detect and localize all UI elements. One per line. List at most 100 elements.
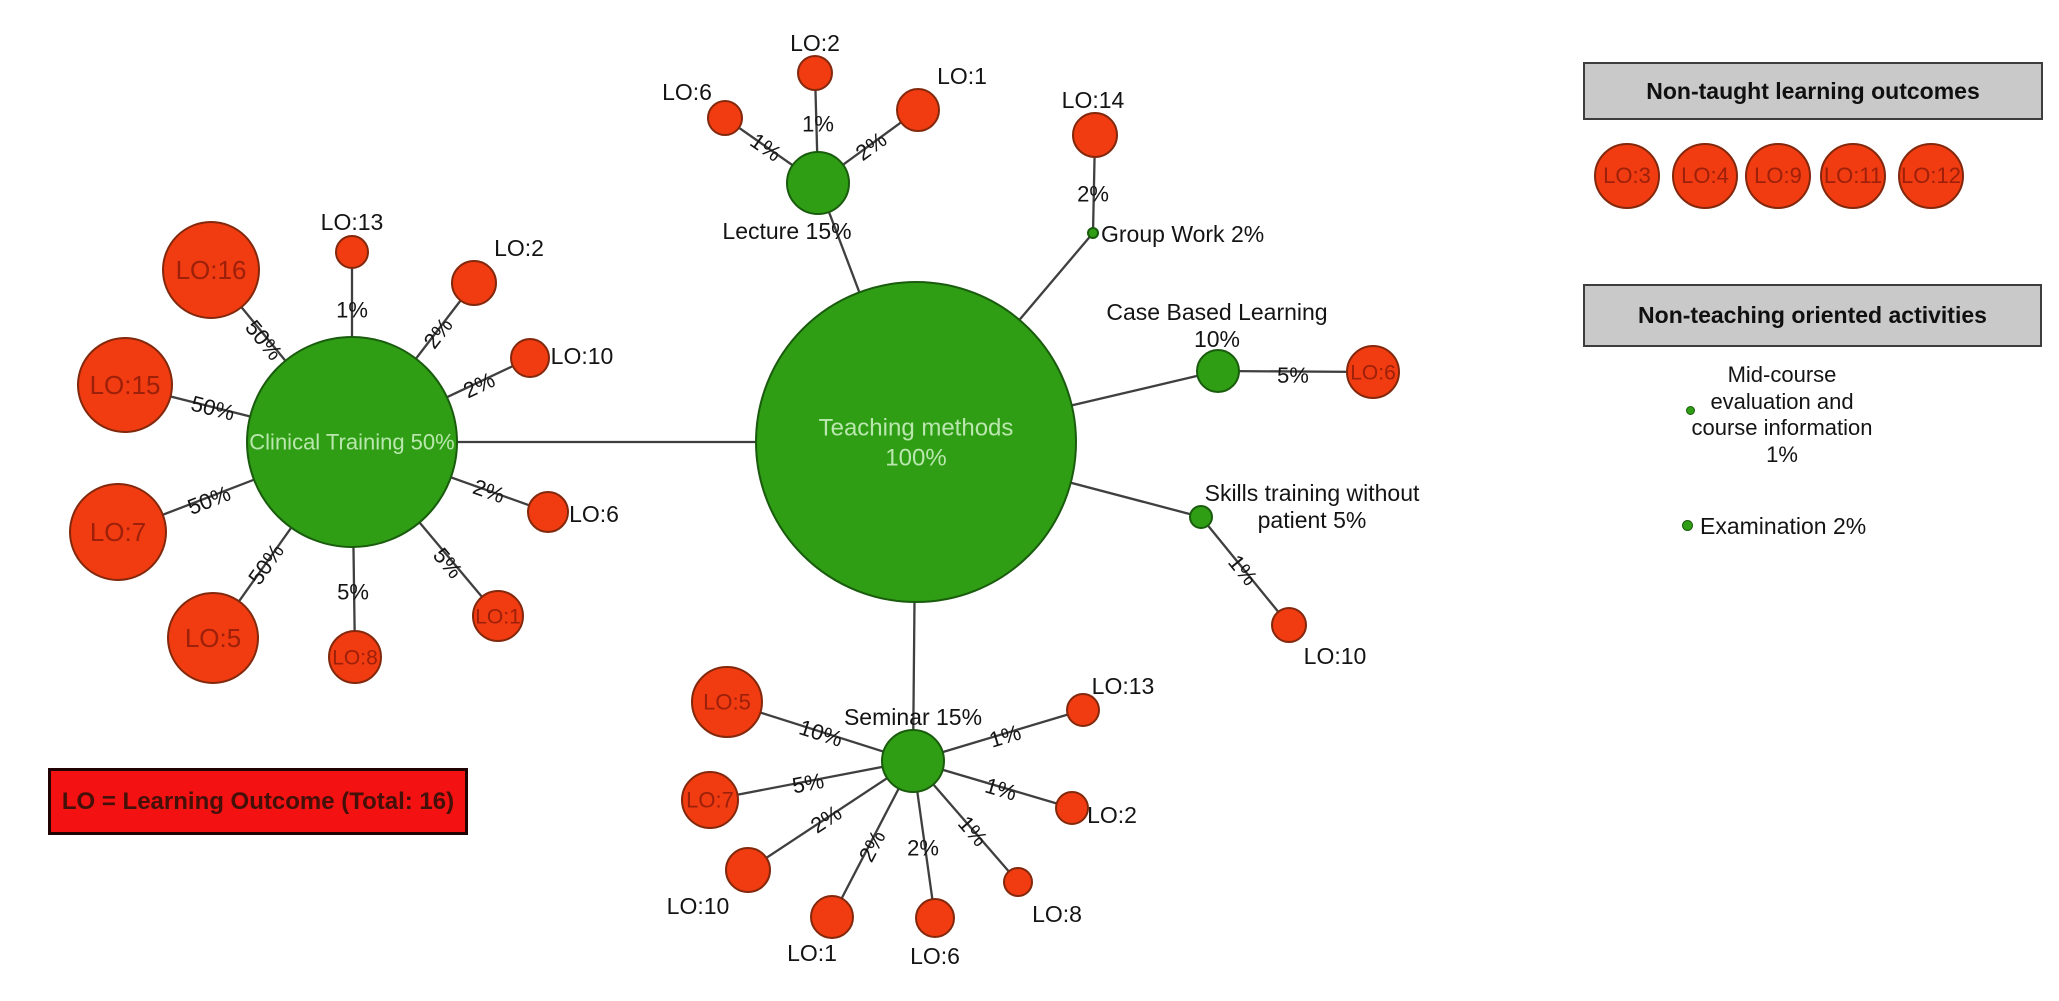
node-c15 [77, 337, 173, 433]
edge-label-seminar-se13: 1% [986, 720, 1024, 753]
lo-note-text: LO = Learning Outcome (Total: 16) [61, 787, 455, 815]
green-dot-icon [1686, 406, 1695, 415]
node-c13 [335, 235, 369, 269]
edge-label-clinical-c10: 2% [459, 367, 498, 403]
node-label-teaching: 100% [885, 444, 946, 471]
midcourse-line: course information [1691, 415, 1873, 440]
node-seminar [881, 729, 945, 793]
node-label-teaching: Teaching methods [819, 414, 1014, 441]
node-label-c13: LO:13 [321, 209, 384, 235]
node-label-s10: LO:10 [1304, 643, 1367, 669]
edge-seminar-se7 [709, 759, 914, 802]
edge-label-clinical-c13: 1% [336, 298, 368, 323]
node-label-se2: LO:2 [1087, 802, 1137, 828]
node-g14 [1072, 112, 1118, 158]
node-groupwork [1087, 227, 1099, 239]
non-taught-lo-circle: LO:3 [1594, 143, 1660, 209]
non-taught-lo-circle: LO:9 [1745, 143, 1811, 209]
node-c16 [162, 221, 260, 319]
node-c2 [451, 260, 497, 306]
node-label-cbl: Case Based Learning [1106, 299, 1327, 325]
node-label-se13: LO:13 [1092, 673, 1155, 699]
node-cbl [1196, 349, 1240, 393]
non-taught-lo-circle: LO:4 [1672, 143, 1738, 209]
edge-label-seminar-se10: 2% [806, 800, 846, 838]
edge-label-clinical-c16: 50% [240, 315, 287, 365]
node-label-se5: LO:5 [703, 690, 751, 715]
edge-label-groupwork-g14: 2% [1077, 182, 1109, 207]
node-label-c16: LO:16 [176, 255, 247, 285]
edge-label-lecture-l2: 1% [802, 112, 834, 137]
node-label-cb6: LO:6 [1350, 361, 1396, 384]
edge-label-clinical-c1: 5% [428, 543, 468, 583]
node-label-c1: LO:1 [475, 605, 521, 628]
node-label-se6: LO:6 [910, 943, 960, 969]
edge-label-cbl-cb6: 5% [1277, 363, 1309, 388]
legend-non-taught-title: Non-taught learning outcomes [1646, 77, 1980, 104]
node-label-c6: LO:6 [569, 501, 619, 527]
node-label-l6: LO:6 [662, 79, 712, 105]
legend-non-taught-box: Non-taught learning outcomes [1583, 62, 2043, 120]
node-c5 [167, 592, 259, 684]
node-label-l2: LO:2 [790, 30, 840, 56]
node-l6 [707, 100, 743, 136]
node-se2 [1055, 791, 1089, 825]
edge-label-seminar-se2: 1% [982, 773, 1020, 806]
node-c1 [472, 590, 524, 642]
node-label-cbl: 10% [1194, 326, 1240, 352]
node-se10 [725, 847, 771, 893]
node-se5 [691, 666, 763, 738]
node-label-g14: LO:14 [1062, 87, 1125, 113]
edge-label-clinical-c8: 5% [337, 580, 369, 605]
lo-note-box: LO = Learning Outcome (Total: 16) [48, 768, 468, 835]
node-cb6 [1346, 345, 1400, 399]
legend-non-teaching-box: Non-teaching oriented activities [1583, 284, 2042, 347]
node-label-skills: Skills training without [1205, 480, 1420, 506]
node-label-c2: LO:2 [494, 235, 544, 261]
node-label-groupwork: Group Work 2% [1101, 221, 1264, 247]
green-dot-icon [1682, 520, 1693, 531]
node-label-se1: LO:1 [787, 940, 837, 966]
node-label-seminar: Seminar 15% [844, 704, 982, 730]
node-label-se10: LO:10 [667, 893, 730, 919]
examination-label: Examination 2% [1700, 513, 1867, 539]
node-label-c5: LO:5 [185, 623, 241, 653]
node-label-l1: LO:1 [937, 63, 987, 89]
non-taught-lo-circle: LO:12 [1898, 143, 1964, 209]
node-se6 [915, 898, 955, 938]
edge-skills-s10 [1200, 516, 1290, 626]
node-clinical [246, 336, 458, 548]
edge-label-seminar-se5: 10% [796, 715, 846, 752]
edge-label-clinical-c15: 50% [189, 391, 238, 426]
edge-label-seminar-se6: 2% [907, 836, 939, 861]
node-se13 [1066, 693, 1100, 727]
non-taught-lo-circle: LO:11 [1820, 143, 1886, 209]
node-label-c8: LO:8 [332, 646, 378, 669]
node-s10 [1271, 607, 1307, 643]
node-teaching [755, 281, 1077, 603]
node-label-skills: patient 5% [1258, 507, 1367, 533]
edge-label-clinical-c5: 50% [243, 539, 289, 589]
node-label-c10: LO:10 [551, 343, 614, 369]
edge-label-clinical-c6: 2% [470, 474, 508, 508]
node-se1 [810, 895, 854, 939]
node-label-se8: LO:8 [1032, 901, 1082, 927]
node-label-clinical: Clinical Training 50% [249, 430, 454, 455]
edge-label-lecture-l6: 1% [746, 128, 786, 167]
node-label-c15: LO:15 [90, 370, 161, 400]
node-c6 [527, 491, 569, 533]
node-skills [1189, 505, 1213, 529]
node-c7 [69, 483, 167, 581]
midcourse-line: 1% [1766, 441, 1798, 467]
midcourse-label: Mid-course evaluation and course informa… [1661, 362, 1903, 468]
node-se8 [1003, 867, 1033, 897]
edge-label-seminar-se1: 2% [854, 826, 891, 866]
legend-non-teaching-title: Non-teaching oriented activities [1638, 302, 1987, 328]
node-se7 [681, 771, 739, 829]
node-l2 [797, 55, 833, 91]
node-label-c7: LO:7 [90, 517, 146, 547]
midcourse-line: Mid-course [1727, 362, 1837, 387]
edge-seminar-se10 [747, 760, 914, 871]
